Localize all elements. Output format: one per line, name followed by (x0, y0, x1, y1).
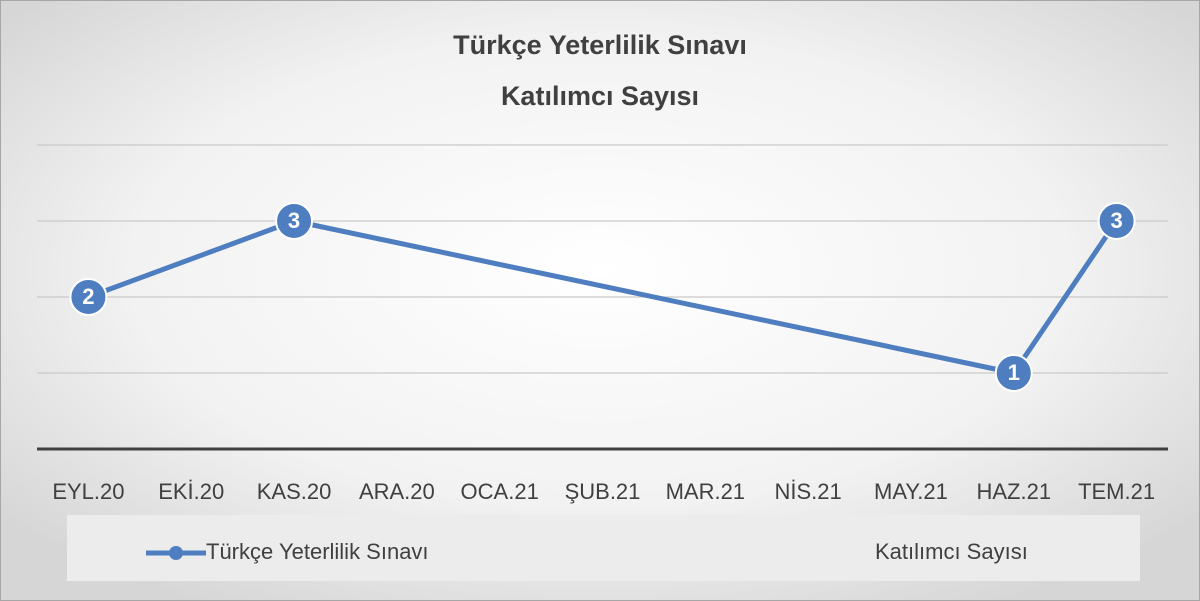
data-label: 3 (288, 208, 300, 233)
line-segment (1011, 218, 1120, 376)
legend-label: Türkçe Yeterlilik Sınavı (206, 539, 429, 564)
data-point (69, 278, 108, 316)
legend-box (67, 515, 1140, 581)
data-point (1097, 202, 1136, 240)
x-tick-label: MAY.21 (874, 479, 948, 504)
data-label: 3 (1110, 208, 1122, 233)
x-tick-label: NİS.21 (775, 479, 842, 504)
legend-label: Katılımcı Sayısı (875, 539, 1028, 564)
data-label: 2 (82, 284, 94, 309)
legend-marker (169, 546, 183, 560)
chart-title: Katılımcı Sayısı (501, 81, 699, 111)
x-tick-label: ŞUB.21 (565, 479, 641, 504)
chart-title: Türkçe Yeterlilik Sınavı (453, 30, 747, 60)
x-tick-label: EKİ.20 (158, 479, 224, 504)
x-tick-label: TEM.21 (1078, 479, 1155, 504)
line-segment (291, 218, 1017, 376)
x-tick-label: ARA.20 (359, 479, 435, 504)
line-segment (85, 218, 297, 300)
x-tick-label: EYL.20 (52, 479, 124, 504)
data-point (275, 202, 314, 240)
x-tick-label: OCA.21 (461, 479, 539, 504)
x-tick-label: KAS.20 (257, 479, 332, 504)
x-tick-label: HAZ.21 (976, 479, 1051, 504)
x-tick-label: MAR.21 (666, 479, 745, 504)
data-label: 1 (1008, 360, 1020, 385)
data-point (994, 354, 1033, 392)
